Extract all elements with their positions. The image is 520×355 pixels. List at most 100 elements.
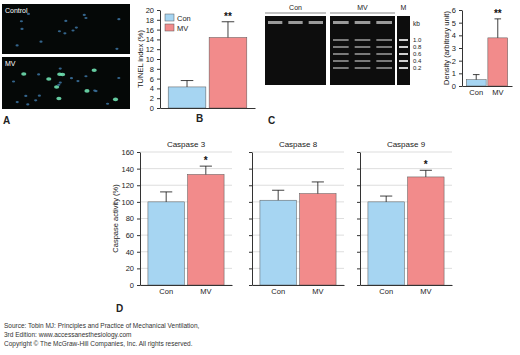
- nucleus: [76, 80, 79, 82]
- y-axis: 0123456: [452, 6, 463, 91]
- tick-label: MV: [200, 287, 211, 296]
- grid-line: [252, 168, 344, 169]
- tick-mark: [249, 252, 252, 253]
- nucleus: [16, 101, 19, 103]
- source-line: Source: Tobin MJ: Principles and Practic…: [4, 322, 200, 330]
- tick-mark: [357, 152, 360, 153]
- source-line: Copyright © The McGraw-Hill Companies, I…: [4, 340, 193, 348]
- nucleus: [59, 81, 62, 83]
- y-tick: 16: [146, 26, 160, 35]
- tick-mark: [157, 39, 160, 40]
- error-stem: [187, 81, 188, 87]
- error-stem: [227, 22, 228, 38]
- nucleus: [34, 99, 37, 101]
- marker-size: 0.6: [413, 51, 422, 57]
- nucleus: [20, 28, 23, 30]
- y-tick: 8: [150, 65, 160, 74]
- axis-title: Caspase activity (%): [111, 184, 120, 253]
- y-tick: 1: [452, 69, 462, 78]
- y-tick: 4: [150, 84, 160, 93]
- tick-label: 6: [452, 6, 456, 15]
- tick-label: MV: [492, 88, 503, 97]
- bar: [488, 38, 508, 86]
- tick-label: 8: [150, 65, 154, 74]
- error-stem: [497, 19, 498, 38]
- y-tick: [357, 252, 360, 253]
- tick-mark: [157, 88, 160, 89]
- bar: [260, 200, 296, 285]
- error-bar: [473, 75, 480, 80]
- tick-mark: [249, 219, 252, 220]
- nucleus: [24, 95, 27, 97]
- error-cap: [160, 191, 172, 192]
- error-stem: [166, 192, 167, 202]
- image-label: MV: [5, 60, 16, 67]
- tick-label: 10: [146, 55, 154, 64]
- chart-title: Caspase 8: [279, 140, 318, 149]
- tick-label: 3: [452, 44, 456, 53]
- bar: [209, 37, 247, 108]
- x-tick: MV: [200, 287, 211, 296]
- tick-label: Con: [271, 287, 285, 296]
- error-bar: [420, 170, 432, 177]
- nucleus: [64, 20, 67, 22]
- axis-line: [360, 153, 361, 286]
- tick-label: 160: [121, 148, 134, 157]
- plot-marks: [148, 166, 224, 285]
- plot-marks: [466, 19, 507, 86]
- y-tick: 140: [121, 165, 140, 174]
- lane-rule: [330, 13, 395, 14]
- nucleus: [56, 97, 61, 101]
- gel-band: [355, 67, 371, 69]
- unit-label: kb: [413, 20, 420, 27]
- tick-mark: [157, 59, 160, 60]
- nucleus: [75, 27, 78, 29]
- y-tick: 80: [126, 214, 140, 223]
- source: Source: Tobin MJ: Principles and Practic…: [4, 322, 200, 348]
- y-tick: [357, 169, 360, 170]
- panel-letter: D: [116, 303, 123, 314]
- tick-mark: [459, 10, 462, 11]
- tick-mark: [137, 169, 140, 170]
- nucleus: [92, 68, 97, 72]
- tick-label: 6: [150, 75, 154, 84]
- nucleus: [63, 32, 66, 34]
- tick-label: 0: [150, 104, 154, 113]
- gel-band: [376, 53, 392, 55]
- nucleus: [83, 14, 86, 16]
- tick-label: 5: [452, 19, 456, 28]
- axis-line: [361, 285, 453, 286]
- nucleus: [21, 72, 26, 76]
- y-tick: 160: [121, 148, 140, 157]
- nucleus: [39, 41, 42, 43]
- y-tick: [357, 152, 360, 153]
- legend-swatch: [165, 24, 174, 31]
- x-tick: Con: [159, 287, 173, 296]
- x-tick: Con: [271, 287, 285, 296]
- nucleus: [106, 103, 109, 105]
- y-tick: 12: [146, 45, 160, 54]
- gel-band: [355, 39, 371, 41]
- error-bar: [160, 192, 172, 202]
- y-tick: [357, 285, 360, 286]
- tick-mark: [157, 98, 160, 99]
- y-tick: 20: [146, 6, 160, 15]
- significance: *: [424, 159, 428, 170]
- tick-label: Con: [379, 287, 393, 296]
- gel-band: [333, 67, 349, 69]
- tick-label: 14: [146, 35, 154, 44]
- axis-title: TUNEL index (%): [136, 29, 145, 88]
- bar: [466, 80, 486, 86]
- bar: [168, 87, 206, 108]
- error-stem: [205, 166, 206, 174]
- gel-band: [288, 21, 302, 24]
- lane-label: MV: [357, 4, 368, 11]
- tick-mark: [459, 73, 462, 74]
- tick-label: 40: [126, 248, 134, 257]
- y-tick: [249, 202, 252, 203]
- nucleus: [113, 98, 118, 102]
- y-tick: 2: [150, 94, 160, 103]
- bar: [368, 202, 404, 285]
- tick-mark: [249, 169, 252, 170]
- y-tick: [249, 219, 252, 220]
